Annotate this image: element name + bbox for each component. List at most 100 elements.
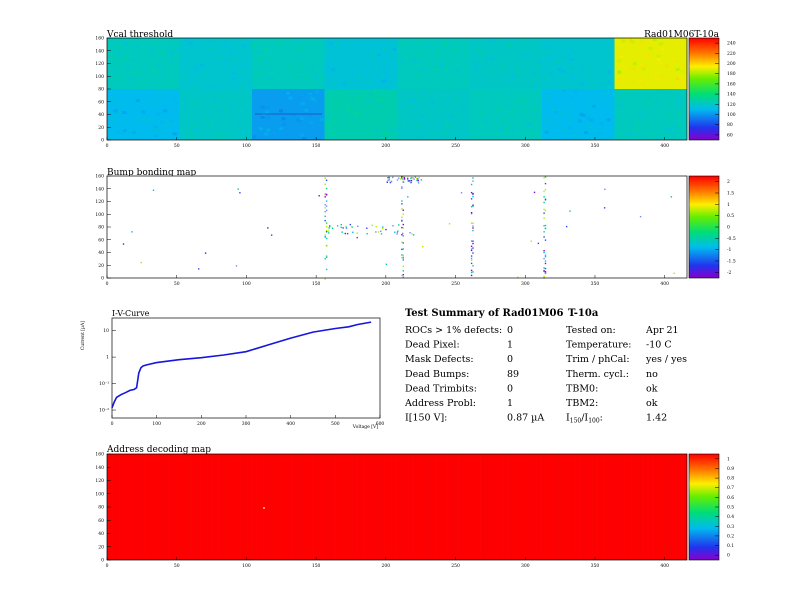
pixel-noise (354, 112, 359, 116)
summary-label: Dead Trimbits: (405, 383, 477, 394)
pixel-noise (418, 73, 423, 77)
pixel-noise (268, 76, 273, 80)
defect-pixel (325, 237, 328, 240)
pixel-noise (325, 92, 330, 96)
defect-pixel (324, 207, 326, 209)
pixel-noise (234, 84, 239, 88)
defect-pixel (340, 226, 342, 229)
pixel-noise (546, 94, 551, 98)
pixel-noise (242, 62, 247, 66)
pixel-noise (252, 38, 257, 42)
pixel-noise (600, 81, 605, 85)
pixel-noise (463, 51, 468, 55)
defect-pixel (387, 176, 389, 179)
pixel-noise (577, 119, 582, 123)
pixel-noise (461, 106, 466, 110)
pixel-noise (309, 121, 314, 125)
pixel-noise (626, 90, 631, 94)
pixel-noise (156, 98, 161, 102)
y-tick-label: 40 (98, 531, 104, 537)
pixel-noise (664, 64, 669, 68)
defect-pixel (472, 193, 474, 195)
defect-pixel (237, 188, 239, 190)
pixel-noise (307, 49, 312, 53)
x-tick-label: 100 (242, 563, 251, 569)
pixel-noise (392, 47, 397, 51)
x-tick-label: 50 (174, 143, 180, 149)
pixel-noise (380, 97, 385, 101)
pixel-noise (239, 82, 244, 86)
pixel-noise (307, 113, 312, 117)
pixel-noise (606, 118, 611, 122)
pixel-noise (489, 57, 494, 61)
defect-pixel (324, 219, 326, 222)
defect-pixel (387, 179, 389, 182)
defect-pixel (324, 235, 326, 238)
pixel-noise (213, 99, 218, 103)
pixel-noise (497, 68, 502, 72)
pixel-noise (473, 62, 478, 66)
pixel-noise (511, 128, 516, 132)
pixel-noise (617, 78, 622, 82)
pixel-noise (431, 49, 436, 53)
defect-pixel (324, 194, 326, 196)
defect-pixel (402, 180, 404, 183)
pixel-noise (367, 118, 372, 122)
pixel-noise (406, 101, 411, 105)
pixel-noise (258, 40, 263, 44)
pixel-noise (648, 56, 653, 60)
pixel-noise (573, 89, 578, 93)
defect-pixel (401, 274, 403, 277)
pixel-noise (489, 41, 494, 45)
pixel-noise (568, 47, 573, 51)
pixel-noise (428, 56, 433, 60)
defect-pixel (416, 179, 418, 182)
pixel-noise (481, 51, 486, 55)
defect-pixel (396, 179, 399, 181)
pixel-noise (313, 99, 318, 103)
defect-pixel (342, 227, 344, 229)
pixel-noise (282, 122, 287, 126)
pixel-noise (641, 67, 646, 71)
pixel-noise (260, 105, 265, 109)
defect-pixel (544, 227, 547, 230)
y-tick-label: 80 (98, 505, 104, 511)
pixel-noise (384, 79, 389, 83)
pixel-noise (252, 95, 257, 99)
defect-pixel (470, 222, 473, 224)
bump-bonding-panel: Bump bonding map 0 50 100 150 200 250 300 350 40… (95, 168, 735, 287)
iv-curve-line (111, 321, 372, 409)
pixel-noise (299, 117, 304, 121)
pixel-noise (302, 136, 307, 140)
defect-pixel (472, 265, 474, 267)
colorbar-tick-label: -0.5 (727, 236, 736, 242)
pixel-noise (656, 54, 661, 58)
pixel-noise (204, 74, 209, 78)
defect-pixel (344, 232, 347, 235)
pixel-noise (246, 109, 251, 113)
pixel-noise (523, 38, 528, 42)
defect-pixel (131, 231, 133, 233)
defect-pixel (325, 200, 328, 202)
pixel-noise (326, 60, 331, 64)
pixel-noise (309, 85, 314, 89)
pixel-noise (129, 78, 134, 82)
pixel-noise (572, 134, 577, 138)
defect-pixel (401, 220, 403, 222)
pixel-noise (628, 38, 633, 42)
defect-pixel (417, 178, 419, 180)
pixel-noise (193, 101, 198, 105)
colorbar-tick-label: 140 (727, 92, 736, 98)
pixel-noise (295, 72, 300, 76)
pixel-noise (116, 59, 121, 63)
pixel-noise (142, 117, 147, 121)
iv-curve-ylabel: Current [µA] (80, 321, 86, 350)
defect-pixel (403, 176, 406, 179)
pixel-noise (561, 89, 566, 93)
defect-pixel (472, 177, 474, 179)
defect-pixel (470, 271, 473, 274)
defect-pixel (543, 217, 545, 219)
defect-pixel (402, 248, 404, 250)
pixel-noise (505, 78, 510, 82)
pixel-noise (443, 65, 448, 69)
